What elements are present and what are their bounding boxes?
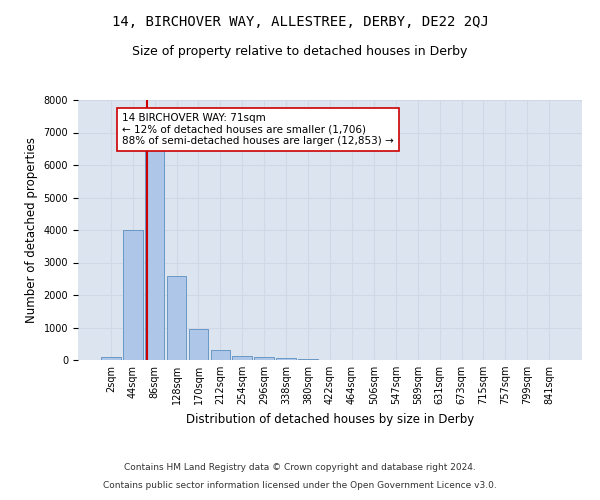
Bar	[298, 359, 318, 360]
Bar	[188, 329, 208, 360]
Text: Contains HM Land Registry data © Crown copyright and database right 2024.: Contains HM Land Registry data © Crown c…	[124, 464, 476, 472]
Text: 14 BIRCHOVER WAY: 71sqm
← 12% of detached houses are smaller (1,706)
88% of semi: 14 BIRCHOVER WAY: 71sqm ← 12% of detache…	[122, 113, 394, 146]
Bar	[211, 350, 230, 360]
Bar	[101, 357, 121, 360]
Bar	[276, 358, 296, 360]
Bar	[167, 276, 187, 360]
Text: 14, BIRCHOVER WAY, ALLESTREE, DERBY, DE22 2QJ: 14, BIRCHOVER WAY, ALLESTREE, DERBY, DE2…	[112, 15, 488, 29]
Y-axis label: Number of detached properties: Number of detached properties	[25, 137, 38, 323]
Text: Size of property relative to detached houses in Derby: Size of property relative to detached ho…	[133, 45, 467, 58]
Bar	[232, 356, 252, 360]
Bar	[254, 357, 274, 360]
Bar	[145, 146, 164, 360]
Bar	[123, 230, 143, 360]
Text: Contains public sector information licensed under the Open Government Licence v3: Contains public sector information licen…	[103, 481, 497, 490]
X-axis label: Distribution of detached houses by size in Derby: Distribution of detached houses by size …	[186, 412, 474, 426]
